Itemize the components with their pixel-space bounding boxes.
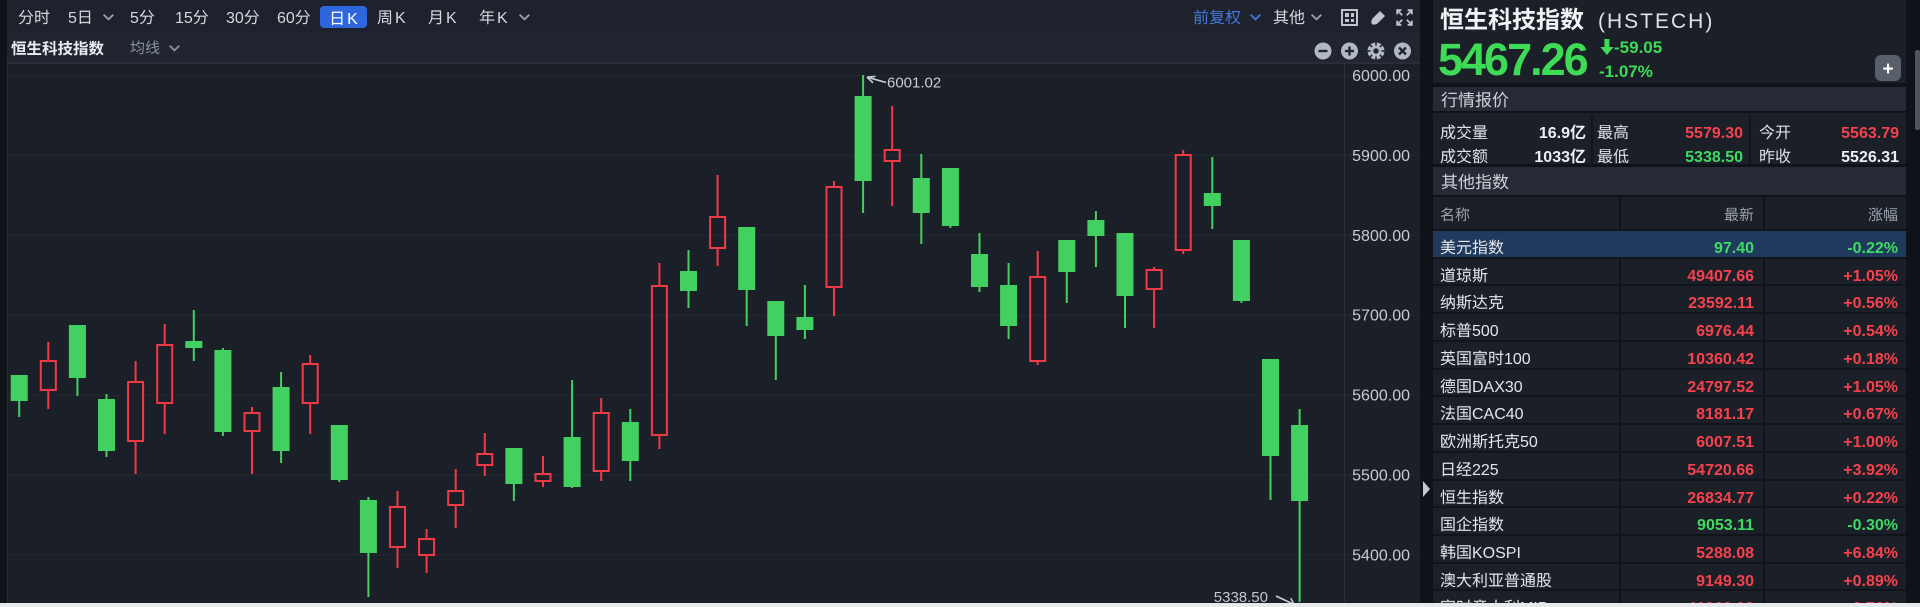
svg-text:5500.00: 5500.00: [1352, 468, 1410, 485]
svg-text:5800.00: 5800.00: [1352, 228, 1410, 245]
svg-text:6001.02: 6001.02: [887, 75, 941, 92]
svg-text:5400.00: 5400.00: [1352, 547, 1410, 564]
svg-text:6000.00: 6000.00: [1352, 68, 1410, 85]
svg-text:5600.00: 5600.00: [1352, 388, 1410, 405]
svg-text:5900.00: 5900.00: [1352, 148, 1410, 165]
svg-text:5700.00: 5700.00: [1352, 308, 1410, 325]
svg-text:5338.50: 5338.50: [1214, 589, 1268, 606]
